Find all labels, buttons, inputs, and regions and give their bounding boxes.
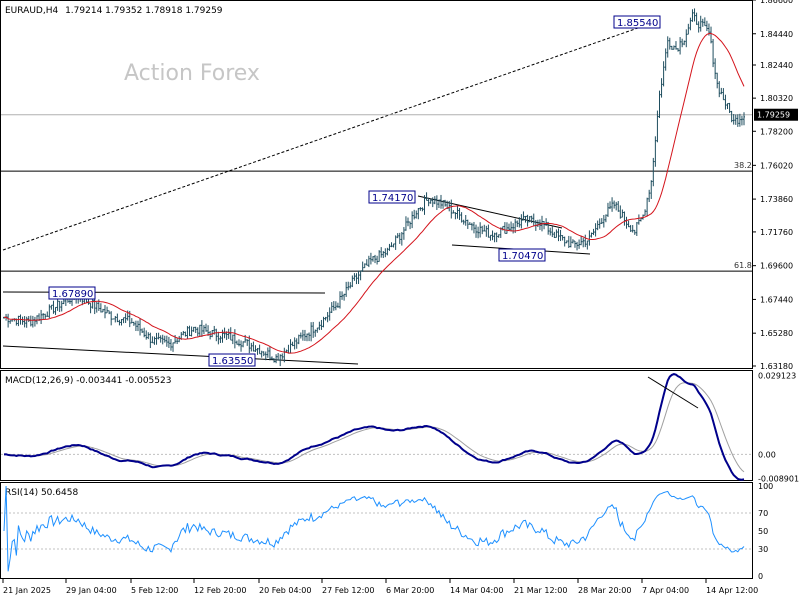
rsi-axis-label: 30 [758, 545, 768, 554]
price-axis-label: 1.82440 [760, 61, 793, 70]
rsi-axis-label: 50 [758, 527, 768, 536]
symbol-label: EURAUD,H4 [5, 6, 58, 16]
price-annotation-label: 1.63550 [212, 356, 253, 367]
time-axis-label: 21 Mar 12:00 [514, 586, 567, 595]
dotted-trendline [2, 21, 656, 251]
moving-average-line [3, 32, 745, 354]
price-axis-label: 1.67440 [760, 295, 793, 304]
price-annotation-box [48, 286, 96, 300]
price-axis-label: 1.69600 [760, 262, 793, 271]
chart-header: EURAUD,H4 1.79214 1.79352 1.78918 1.7925… [5, 6, 223, 16]
time-axis-label: 21 Jan 2025 [3, 586, 51, 595]
price-axis-label: 1.86600 [760, 0, 793, 5]
time-axis-label: 12 Feb 20:00 [194, 586, 246, 595]
rsi-title: RSI(14) 50.6458 [5, 488, 78, 498]
macd-axis-label: 0.00 [758, 450, 776, 459]
price-axis-label: 1.84440 [760, 30, 793, 39]
macd-axis-label: -0.008901 [758, 474, 799, 483]
price-axis-label: 1.78200 [760, 127, 793, 136]
support-line [2, 345, 359, 365]
watermark: Action Forex [124, 61, 260, 86]
price-axis-label: 1.80320 [760, 94, 793, 103]
macd-main-line [3, 373, 745, 481]
macd-panel-frame [0, 370, 753, 481]
price-annotation-label: 1.67890 [52, 289, 93, 300]
time-axis-label: 20 Feb 04:00 [259, 586, 311, 595]
ohlc-label: 1.79214 1.79352 1.78918 1.79259 [65, 6, 223, 16]
macd-title: MACD(12,26,9) -0.003441 -0.005523 [5, 376, 171, 386]
price-axis-label: 1.73860 [760, 195, 793, 204]
price-axis-label: 1.76020 [760, 161, 793, 170]
price-axis-label: 1.65280 [760, 329, 793, 338]
time-axis-label: 7 Apr 04:00 [642, 586, 689, 595]
fib-level-label: 61.8 [734, 261, 752, 270]
time-axis-label: 6 Mar 20:00 [386, 586, 434, 595]
rsi-axis-label: 70 [758, 509, 768, 518]
price-annotation-label: 1.74170 [372, 193, 413, 204]
price-annotation-box [498, 248, 546, 262]
time-axis-label: 29 Jan 04:00 [66, 586, 117, 595]
price-axis-label: 1.71760 [760, 228, 793, 237]
last-price-badge [754, 108, 798, 121]
rsi-panel-frame [0, 482, 753, 579]
last-price-label: 1.79259 [757, 111, 790, 120]
time-axis-label: 5 Feb 12:00 [131, 586, 178, 595]
price-annotation-label: 1.70470 [502, 251, 543, 262]
macd-axis-label: 0.029123 [758, 372, 796, 381]
time-axis-label: 14 Apr 12:00 [706, 586, 758, 595]
price-annotation-box [208, 353, 256, 367]
time-axis-label: 14 Mar 04:00 [450, 586, 503, 595]
time-axis-label: 27 Feb 12:00 [322, 586, 374, 595]
price-annotation-box [368, 190, 416, 204]
fib-level-label: 38.2 [734, 161, 752, 170]
rsi-line [3, 485, 745, 572]
price-annotation-label: 1.85540 [617, 18, 658, 29]
rsi-axis-label: 100 [758, 482, 773, 491]
price-axis-label: 1.63180 [760, 362, 793, 371]
time-axis-label: 28 Mar 20:00 [578, 586, 631, 595]
price-panel-frame [0, 0, 753, 369]
macd-divergence-line [647, 376, 699, 409]
rsi-axis-label: 0 [758, 572, 763, 581]
price-annotation-box [613, 15, 661, 29]
